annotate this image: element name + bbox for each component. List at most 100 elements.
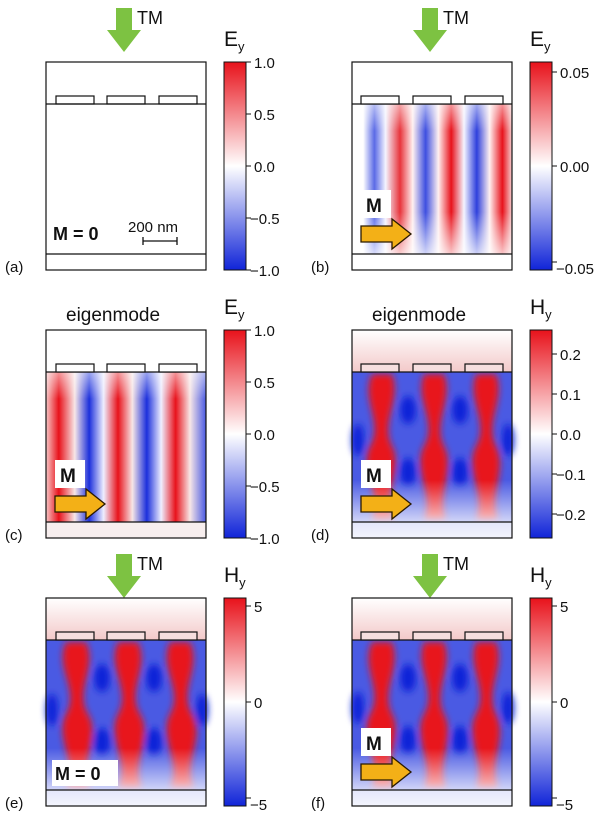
magnetization-label: M: [60, 466, 76, 487]
incident-label: TM: [137, 8, 163, 28]
tick-label: 0.1: [560, 387, 581, 404]
magnetization-label-box: [361, 728, 391, 756]
substrate-region: [352, 522, 512, 538]
magnetization-label-box: [55, 460, 85, 488]
tick-label: 5: [560, 599, 568, 616]
tick-label: 0.2: [560, 347, 581, 364]
magnetization-label-box: [52, 760, 118, 786]
tick-label: 0.0: [254, 427, 275, 444]
incident-arrow-icon: [107, 8, 141, 52]
colorbar: [223, 61, 247, 271]
grating-bar: [412, 95, 452, 105]
grating-bar: [464, 95, 504, 105]
tick-label: −0.5: [250, 479, 280, 496]
domain-border: [45, 329, 207, 539]
grating-bar: [106, 631, 146, 641]
grating-bar: [55, 363, 95, 373]
colorbar-ticks: 5 0 −5: [246, 599, 267, 814]
magnetization-arrow-icon: [54, 487, 107, 521]
colorbar-ticks: 1.0 0.5 0.0 −0.5 −1.0: [246, 55, 280, 280]
tick-label: 0: [560, 695, 568, 712]
panel-tag: (b): [311, 259, 329, 276]
colorbar: [529, 61, 553, 271]
magnetization-label-box: [361, 460, 391, 488]
domain-border: [351, 61, 513, 271]
colorbar-title: Ey: [224, 28, 245, 54]
tick-label: 1.0: [254, 55, 275, 72]
tick-label: −1.0: [250, 531, 280, 548]
tick-label: −0.05: [556, 261, 594, 278]
grating-bar: [360, 95, 400, 105]
domain-border: [45, 597, 207, 807]
colorbar-ticks: 0.05 0.00 −0.05: [552, 65, 594, 278]
panel-tag: (a): [5, 259, 23, 276]
panel-b: TM M (b) Ey 0.05 0.00 −0.05: [311, 8, 594, 278]
grating-bar: [360, 363, 400, 373]
substrate-region: [46, 522, 206, 538]
colorbar: [529, 597, 553, 807]
magnetization-label: M: [366, 734, 382, 755]
tick-label: 0.00: [560, 159, 589, 176]
scalebar-label: 200 nm: [128, 219, 178, 236]
substrate-region: [352, 790, 512, 806]
magnetization-label-box: [361, 190, 391, 218]
panel-f: TM M (f) Hy: [311, 554, 573, 814]
magnetization-label: M = 0: [53, 224, 99, 244]
domain-border: [351, 329, 513, 539]
tick-label: 0.5: [254, 107, 275, 124]
colorbar-ticks: 1.0 0.5 0.0 −0.5 −1.0: [246, 323, 280, 548]
grating-bar: [360, 631, 400, 641]
grating-bar: [464, 363, 504, 373]
colorbar-title: Ey: [224, 296, 245, 322]
incident-label: TM: [137, 554, 163, 574]
grating-bar: [106, 363, 146, 373]
panel-e: TM M = 0 (e) Hy: [5, 554, 267, 814]
panel-tag: (f): [311, 795, 325, 812]
tick-label: −5: [556, 797, 573, 814]
substrate-region: [46, 790, 206, 806]
grating-bar: [158, 631, 198, 641]
colorbar: [529, 329, 553, 539]
colorbar: [223, 329, 247, 539]
incident-label: TM: [443, 8, 469, 28]
colorbar-title: Hy: [530, 564, 552, 590]
grating-bar: [464, 631, 504, 641]
incident-arrow-icon: [107, 554, 141, 598]
magnetization-label: M: [366, 466, 382, 487]
magnetization-arrow-icon: [360, 487, 413, 521]
colorbar-title: Hy: [530, 296, 552, 322]
panel-c: eigenmode M (c) Ey 1.0 0.5 0.0 −0.5 −1.0: [5, 296, 280, 548]
grating-bar: [412, 363, 452, 373]
panel-tag: (c): [5, 527, 23, 544]
panel-tag: (d): [311, 527, 329, 544]
tick-label: 1.0: [254, 323, 275, 340]
colorbar-ticks: 0.2 0.1 0.0 −0.1 −0.2: [552, 347, 586, 524]
colorbar: [223, 597, 247, 807]
tick-label: 0.5: [254, 375, 275, 392]
tick-label: −1.0: [250, 263, 280, 280]
colorbar-ticks: 5 0 −5: [552, 599, 573, 814]
grating-bar: [55, 95, 95, 105]
grating-bar: [158, 363, 198, 373]
grating-bar: [55, 631, 95, 641]
tick-label: 0.05: [560, 65, 589, 82]
incident-arrow-icon: [413, 8, 447, 52]
grating-bar: [158, 95, 198, 105]
tick-label: 0.0: [254, 159, 275, 176]
panel-a: TM M = 0 200 nm (a) Ey 1.0 0.5 0.0 −0.5 …: [5, 8, 280, 280]
tick-label: −0.5: [250, 211, 280, 228]
grating-bar: [106, 95, 146, 105]
tick-label: −0.1: [556, 467, 586, 484]
grating-bar: [412, 631, 452, 641]
colorbar-title: Hy: [224, 564, 246, 590]
simulation-domain: [45, 61, 207, 271]
magnetization-label: M: [366, 196, 382, 217]
tick-label: 0: [254, 695, 262, 712]
incident-arrow-icon: [413, 554, 447, 598]
tick-label: −0.2: [556, 507, 586, 524]
magnetization-arrow-icon: [360, 217, 413, 251]
tick-label: 0.0: [560, 427, 581, 444]
panel-header: eigenmode: [372, 305, 466, 326]
tick-label: 5: [254, 599, 262, 616]
